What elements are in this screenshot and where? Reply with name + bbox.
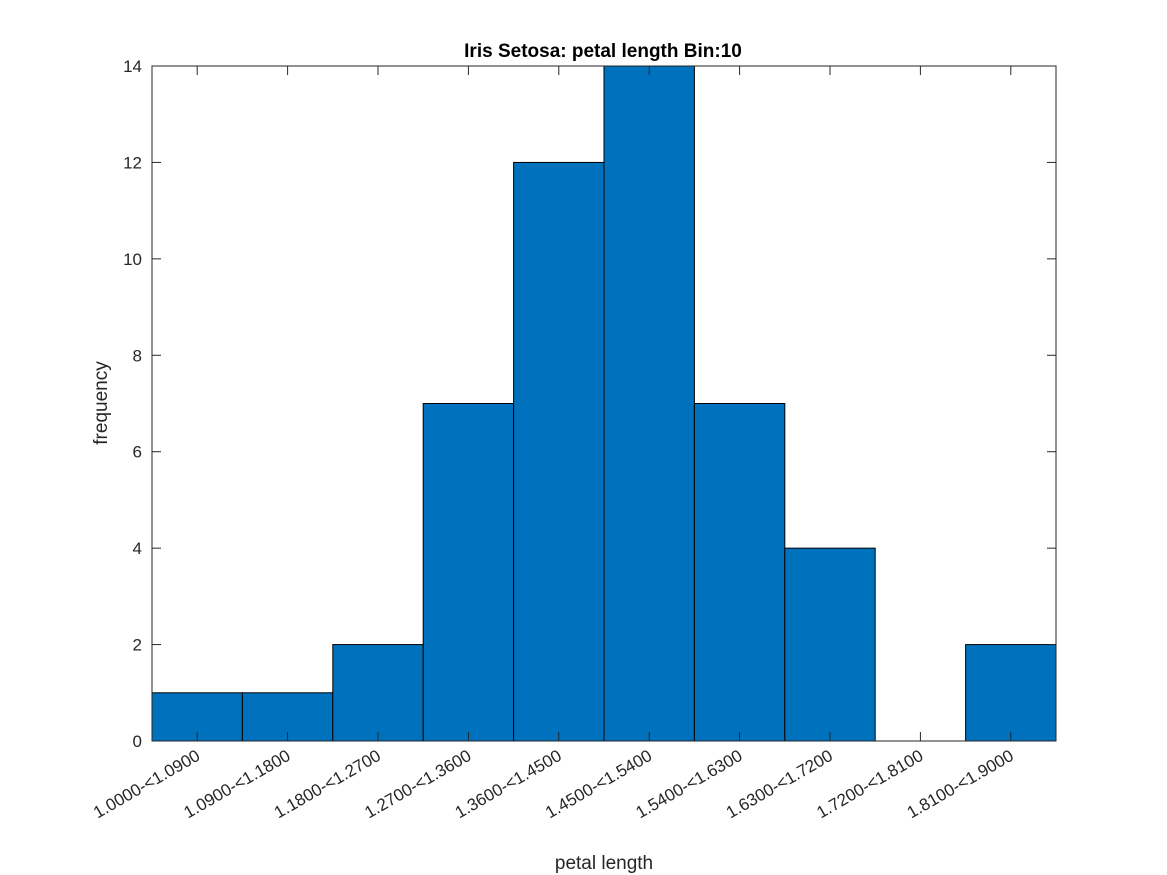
y-axis: 0 2 4 6 8 10 12 14 [123, 57, 1056, 751]
bar-6 [603, 65, 695, 742]
y-tick-label: 12 [123, 153, 142, 172]
bar-10 [965, 644, 1057, 742]
chart-title: Iris Setosa: petal length Bin:10 [464, 41, 742, 62]
bar-8 [784, 547, 876, 742]
y-tick-label: 2 [133, 636, 142, 655]
axes-box [151, 65, 1057, 742]
y-tick-label: 6 [133, 443, 142, 462]
y-tick-label: 8 [133, 346, 142, 365]
bar-5 [513, 161, 605, 742]
bar-7 [693, 403, 786, 742]
bar-4 [422, 403, 515, 742]
y-tick-label: 0 [133, 732, 142, 751]
x-axis-label: petal length [555, 853, 653, 874]
y-tick-label: 4 [133, 539, 142, 558]
bars-group [151, 65, 1057, 742]
bar-3 [332, 644, 424, 742]
y-axis-label: frequency [91, 361, 112, 445]
y-tick-label: 10 [123, 250, 142, 269]
y-tick-label: 14 [123, 57, 142, 76]
